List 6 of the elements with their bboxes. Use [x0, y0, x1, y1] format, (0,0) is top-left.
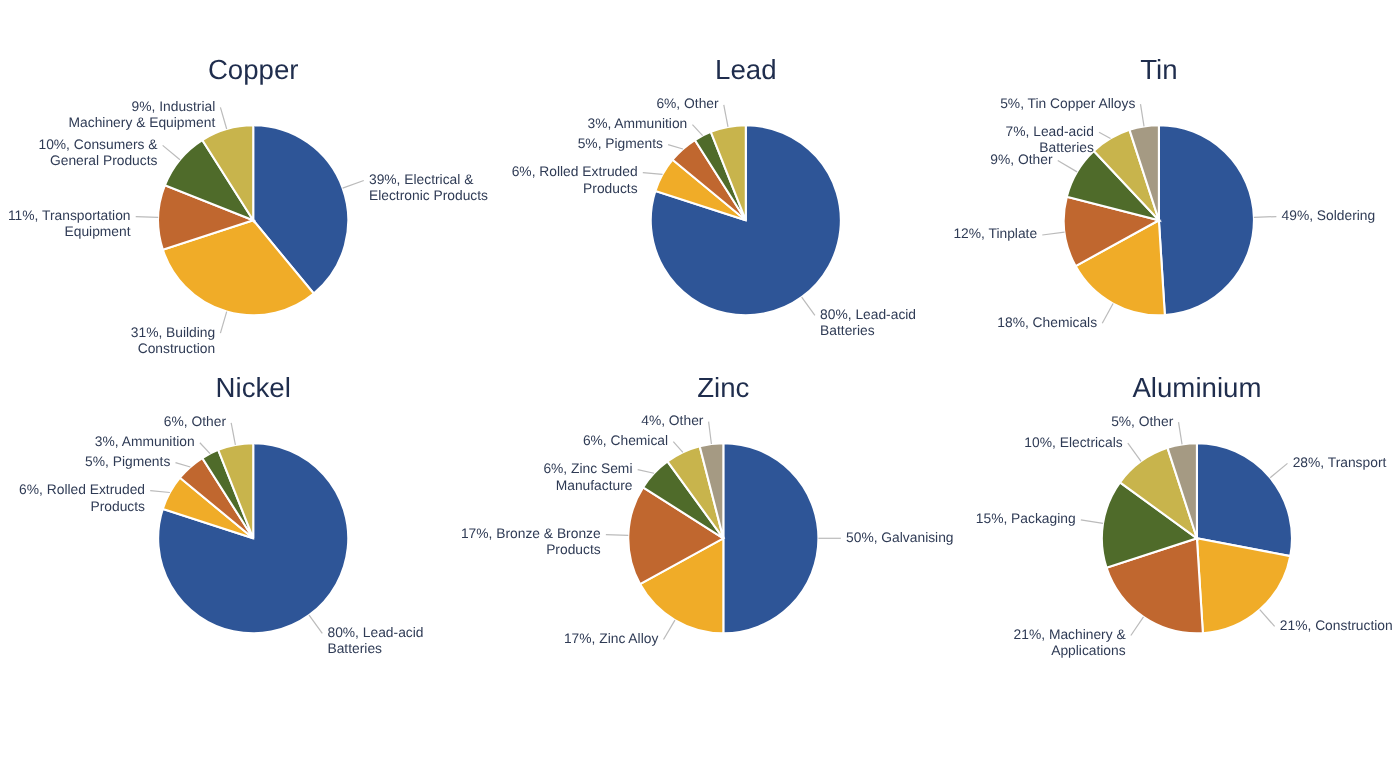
chart-title: Zinc: [697, 370, 750, 403]
chart-title: Aluminium: [1132, 370, 1262, 403]
chart-title: Lead: [715, 52, 777, 85]
chart-title: Nickel: [215, 370, 291, 403]
chart-title: Copper: [207, 52, 300, 85]
chart-title: Tin: [1140, 52, 1178, 85]
